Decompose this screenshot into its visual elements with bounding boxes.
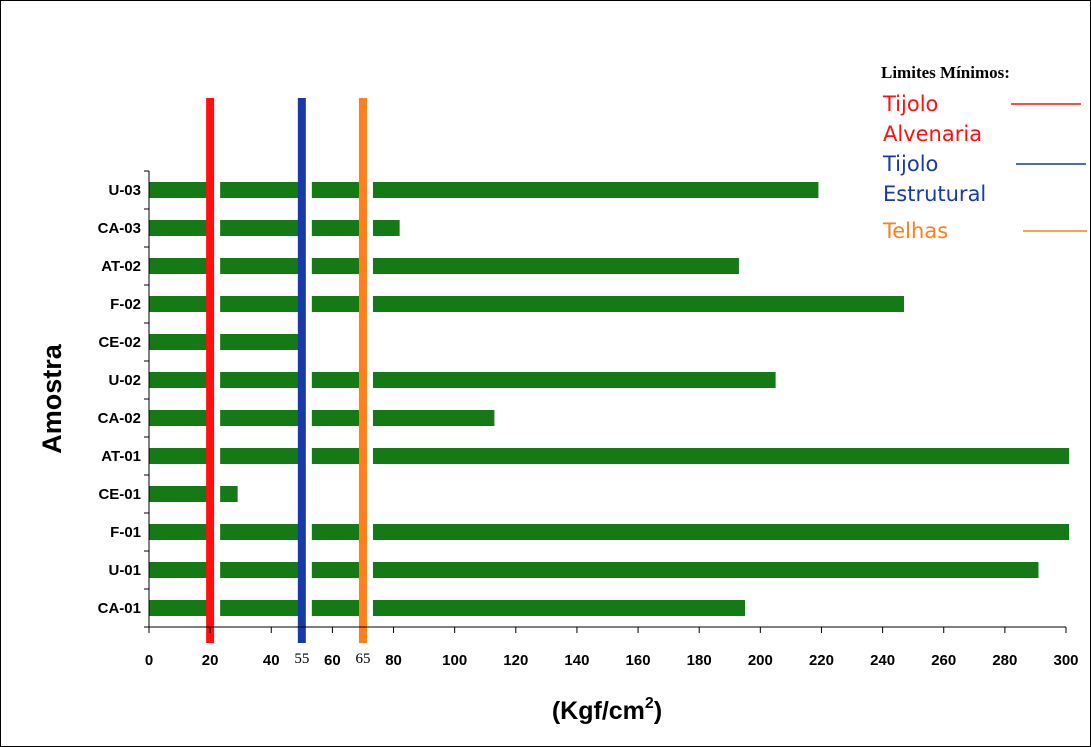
x-tick-label-40: 40 — [263, 652, 280, 669]
x-tick-label-240: 240 — [870, 652, 895, 669]
reference-gap-3-ca-02 — [366, 410, 373, 426]
reference-line-2 — [297, 98, 306, 643]
category-label-u-01: U-01 — [108, 562, 141, 579]
bar-u-02 — [149, 372, 776, 388]
legend-entry-2-line-1: Tijolo — [882, 152, 938, 176]
reference-gap-3-u-01 — [366, 562, 373, 578]
reference-gap-1-ca-01 — [214, 600, 221, 616]
x-ticks-group: 0 20 40 60 80 100 120 140 160 180 200 220 240 260 280 3… — [145, 627, 1079, 669]
reference-gap-3-f-02 — [366, 296, 373, 312]
reference-gap-3-u-03 — [366, 182, 373, 198]
legend-title: Limites Mínimos: — [881, 63, 1010, 82]
reference-gap-3-ca-03 — [366, 220, 373, 236]
bar-u-01 — [149, 562, 1039, 578]
reference-gap-3-ca-01 — [366, 600, 373, 616]
reference-tick-label-2: 55 — [294, 651, 309, 667]
reference-gap-2-ca-02 — [305, 410, 312, 426]
reference-gap-2-at-01 — [305, 448, 312, 464]
category-label-ca-02: CA-02 — [98, 410, 141, 427]
legend-entry-2-line-2: Estrutural — [883, 182, 986, 206]
x-tick-label-140: 140 — [564, 652, 589, 669]
reference-gap-1-u-03 — [214, 182, 221, 198]
bars-group — [149, 182, 1070, 616]
reference-gap-1-f-01 — [214, 524, 221, 540]
x-tick-label-200: 200 — [748, 652, 773, 669]
reference-gap-2-at-02 — [305, 258, 312, 274]
x-tick-label-100: 100 — [442, 652, 467, 669]
reference-tick-label-3: 65 — [355, 651, 370, 667]
x-axis-label: (Kgf/cm2) — [552, 695, 662, 725]
x-axis-label-main: (Kgf/cm — [552, 697, 645, 725]
x-tick-label-280: 280 — [992, 652, 1017, 669]
legend-entry-1-line-2: Alvenaria — [883, 122, 982, 146]
category-label-ca-03: CA-03 — [98, 220, 141, 237]
bar-ce-01 — [149, 486, 238, 502]
reference-gap-1-ce-01 — [214, 486, 221, 502]
legend-entry-3-line-1: Telhas — [882, 219, 948, 243]
category-label-u-02: U-02 — [108, 372, 141, 389]
x-tick-label-220: 220 — [809, 652, 834, 669]
reference-gap-2-f-02 — [305, 296, 312, 312]
reference-gap-2-u-02 — [305, 372, 312, 388]
reference-gap-2-ca-01 — [305, 600, 312, 616]
x-tick-label-260: 260 — [931, 652, 956, 669]
reference-line-1 — [206, 98, 215, 643]
x-tick-label-20: 20 — [202, 652, 219, 669]
category-label-ce-02: CE-02 — [98, 334, 141, 351]
category-label-at-02: AT-02 — [101, 258, 141, 275]
x-axis-label-superscript: 2 — [645, 695, 654, 712]
category-label-ca-01: CA-01 — [98, 600, 141, 617]
reference-gap-1-u-02 — [214, 372, 221, 388]
bar-f-02 — [149, 296, 904, 312]
x-tick-label-160: 160 — [626, 652, 651, 669]
category-label-f-01: F-01 — [110, 524, 141, 541]
reference-gap-2-ca-03 — [305, 220, 312, 236]
bar-ca-01 — [149, 600, 746, 616]
bar-u-03 — [149, 182, 819, 198]
legend-entry-1-line-1: Tijolo — [882, 92, 938, 116]
bar-ce-02 — [149, 334, 299, 350]
reference-gap-2-u-01 — [305, 562, 312, 578]
reference-gap-2-f-01 — [305, 524, 312, 540]
x-tick-label-120: 120 — [503, 652, 528, 669]
reference-gap-1-ca-03 — [214, 220, 221, 236]
category-label-u-03: U-03 — [108, 182, 141, 199]
x-tick-label-300: 300 — [1053, 652, 1078, 669]
reference-gap-1-at-02 — [214, 258, 221, 274]
axes-group — [144, 170, 1066, 628]
y-categories-group: U-03 CA-03 AT-02 F-02 CE-02 U-02 CA-02 AT-01 CE-… — [98, 182, 141, 617]
reference-gap-1-ce-02 — [214, 334, 221, 350]
legend: Limites Mínimos: Tijolo Alvenaria Tijolo Est… — [881, 63, 1087, 243]
category-label-at-01: AT-01 — [101, 448, 141, 465]
reference-lines-group — [206, 98, 373, 643]
reference-line-3 — [358, 98, 367, 643]
category-label-f-02: F-02 — [110, 296, 141, 313]
reference-gap-3-f-01 — [366, 524, 373, 540]
reference-gap-1-at-01 — [214, 448, 221, 464]
x-axis-label-close: ) — [654, 697, 662, 725]
y-axis-label: Amostra — [37, 343, 67, 454]
x-tick-label-80: 80 — [385, 652, 402, 669]
reference-gap-3-at-02 — [366, 258, 373, 274]
category-label-ce-01: CE-01 — [98, 486, 141, 503]
reference-gap-1-u-01 — [214, 562, 221, 578]
reference-gap-2-u-03 — [305, 182, 312, 198]
reference-gap-1-ca-02 — [214, 410, 221, 426]
x-tick-label-60: 60 — [324, 652, 341, 669]
x-tick-label-0: 0 — [145, 652, 153, 669]
bar-at-01 — [149, 448, 1070, 464]
reference-gap-1-f-02 — [214, 296, 221, 312]
bar-ca-02 — [149, 410, 495, 426]
bar-f-01 — [149, 524, 1070, 540]
x-tick-label-180: 180 — [687, 652, 712, 669]
reference-gap-3-at-01 — [366, 448, 373, 464]
reference-gap-3-u-02 — [366, 372, 373, 388]
bar-at-02 — [149, 258, 739, 274]
